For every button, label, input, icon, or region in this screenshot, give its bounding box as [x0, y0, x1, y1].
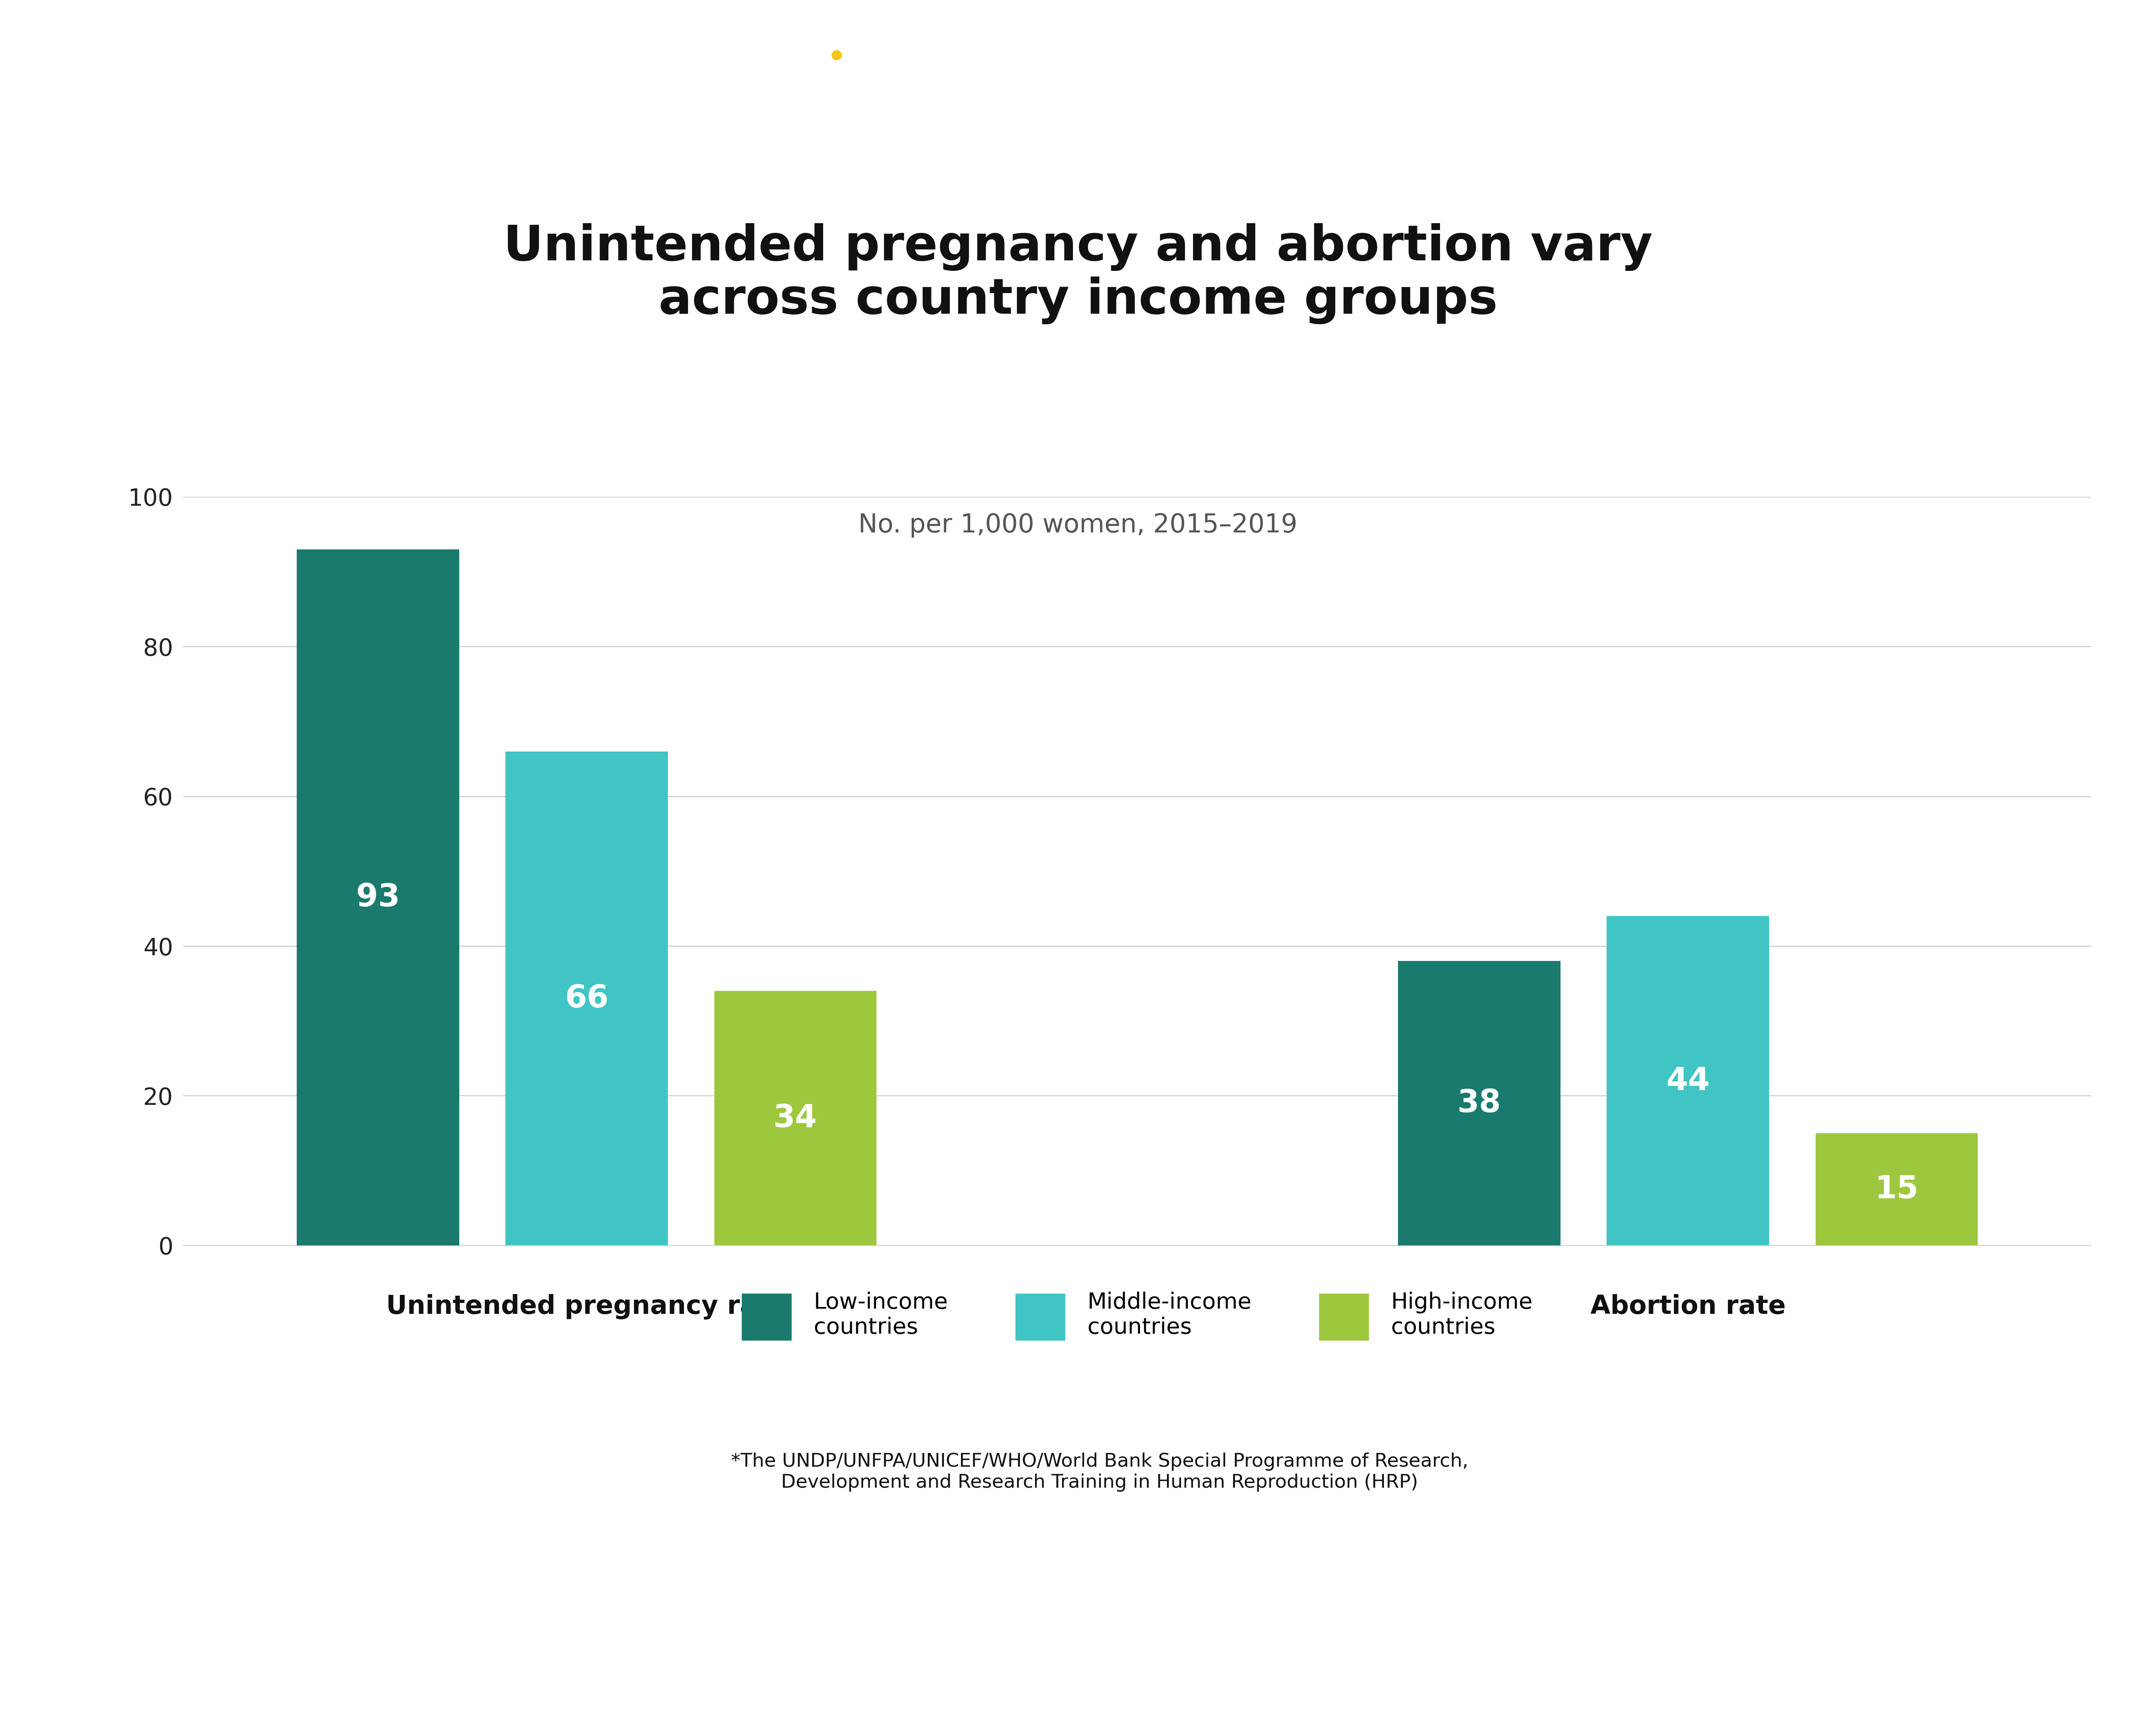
Bar	[1397, 961, 1561, 1245]
Text: Abortion rate: Abortion rate	[1591, 1294, 1785, 1320]
Text: Unintended pregnancy and abortion vary
across country income groups: Unintended pregnancy and abortion vary a…	[502, 223, 1654, 324]
Text: *The UNDP/UNFPA/UNICEF/WHO/World Bank Special Programme of Research,
Development: *The UNDP/UNFPA/UNICEF/WHO/World Bank Sp…	[731, 1452, 1468, 1492]
Text: GUTTMACHER INSTITUTE: GUTTMACHER INSTITUTE	[39, 47, 369, 71]
Text: 15: 15	[1876, 1175, 1919, 1204]
Text: gu.tt/GlobalAbortion: gu.tt/GlobalAbortion	[39, 1666, 233, 1684]
Text: 44: 44	[1667, 1066, 1710, 1095]
Bar	[1815, 1133, 1977, 1245]
Text: •: •	[826, 41, 847, 76]
Text: 93: 93	[356, 881, 399, 913]
Text: Unintended pregnancy rate: Unintended pregnancy rate	[386, 1294, 787, 1320]
Text: 38: 38	[1457, 1088, 1501, 1118]
Bar	[714, 990, 877, 1245]
Text: No. per 1,000 women, 2015–2019: No. per 1,000 women, 2015–2019	[858, 512, 1298, 538]
Legend: Low-income
countries, Middle-income
countries, High-income
countries: Low-income countries, Middle-income coun…	[733, 1283, 1542, 1349]
Bar	[298, 549, 459, 1245]
Bar	[505, 752, 668, 1245]
Text: 66: 66	[565, 983, 608, 1014]
Text: HUMAN REPRODUCTION PROGRAMME*: HUMAN REPRODUCTION PROGRAMME*	[873, 47, 1388, 71]
Text: 34: 34	[774, 1102, 817, 1133]
Text: ©2020 Guttmacher Institute: ©2020 Guttmacher Institute	[1843, 1666, 2117, 1684]
Bar	[1606, 916, 1770, 1245]
